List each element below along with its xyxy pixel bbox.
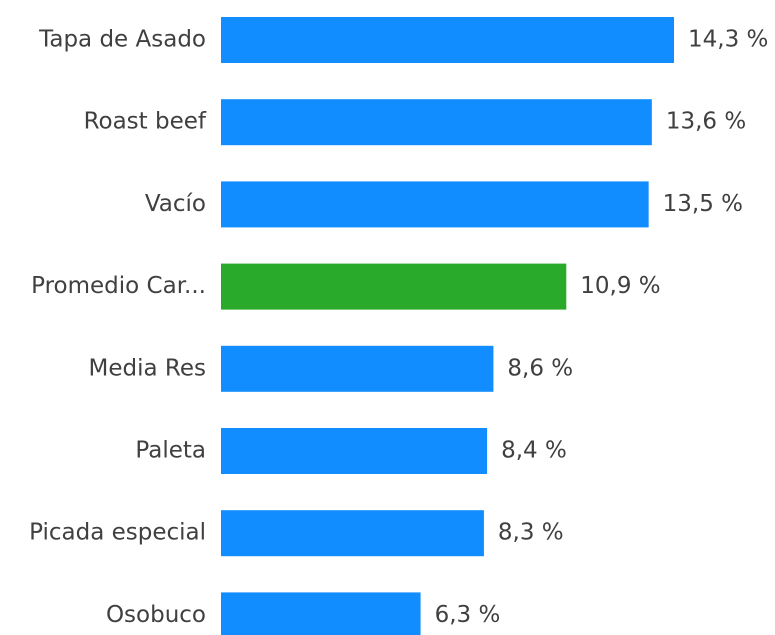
category-label: Vacío	[145, 191, 206, 217]
bar	[221, 428, 488, 474]
bar	[221, 263, 567, 310]
bar	[221, 592, 421, 635]
bar	[221, 181, 649, 228]
bar	[221, 17, 674, 63]
value-label: 10,9 %	[580, 273, 660, 299]
category-label: Roast beef	[84, 109, 207, 135]
value-label: 14,3 %	[688, 27, 768, 53]
value-label: 13,6 %	[666, 109, 746, 135]
category-label: Osobuco	[106, 602, 206, 628]
value-label: 8,6 %	[507, 355, 573, 381]
category-label: Tapa de Asado	[38, 27, 206, 53]
bar	[221, 345, 494, 392]
value-label: 13,5 %	[663, 191, 743, 217]
bar	[221, 99, 652, 146]
value-label: 8,3 %	[498, 520, 564, 546]
value-label: 8,4 %	[501, 438, 567, 464]
category-label: Media Res	[89, 355, 206, 381]
category-label: Picada especial	[29, 520, 206, 546]
category-label: Promedio Car...	[31, 273, 206, 299]
value-label: 6,3 %	[435, 602, 501, 628]
bar	[221, 510, 484, 557]
category-label: Paleta	[135, 438, 206, 464]
